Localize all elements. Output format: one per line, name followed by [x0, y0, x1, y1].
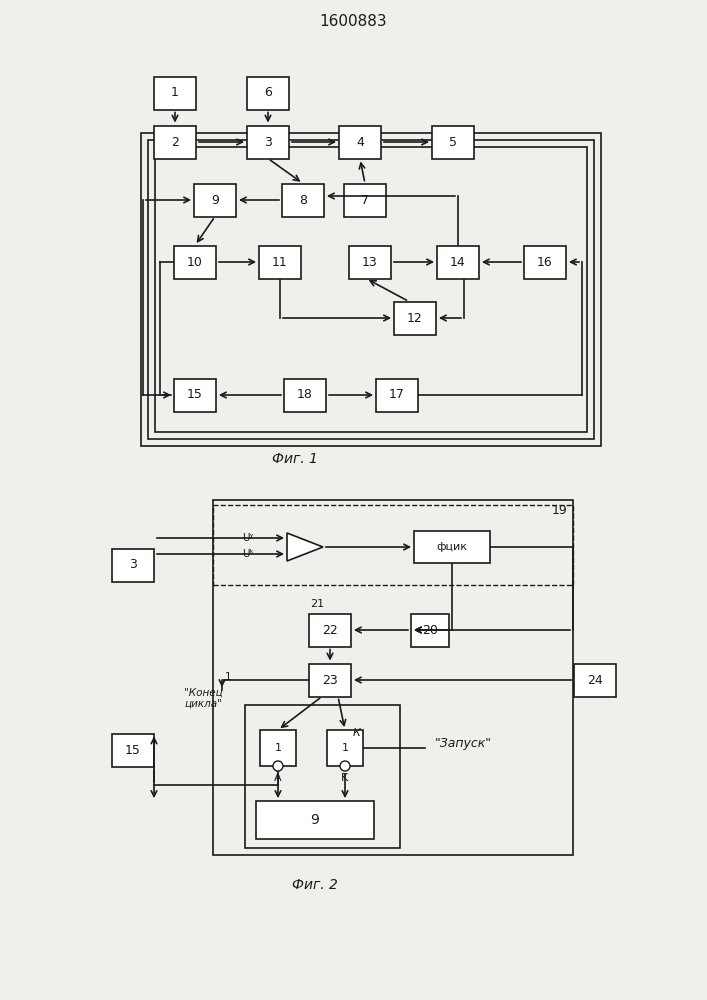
Text: Uᵡ: Uᵡ [243, 533, 254, 543]
Bar [574, 664, 616, 696]
Circle shape [273, 761, 283, 771]
Text: K̄: K̄ [341, 773, 349, 783]
Text: 9: 9 [211, 194, 219, 207]
Bar [260, 730, 296, 766]
Text: "Конец
цикла": "Конец цикла" [184, 687, 223, 709]
Text: 12: 12 [407, 312, 423, 324]
Text: 7: 7 [361, 194, 369, 207]
Bar [394, 302, 436, 334]
Text: 1600883: 1600883 [319, 14, 387, 29]
Text: 16: 16 [537, 255, 553, 268]
Text: 14: 14 [450, 255, 466, 268]
Text: 24: 24 [587, 674, 603, 686]
Bar [414, 531, 490, 563]
Bar [174, 378, 216, 412]
Bar [154, 77, 196, 109]
Text: 1: 1 [341, 743, 349, 753]
Text: 22: 22 [322, 624, 338, 637]
Text: Uᵏ: Uᵏ [242, 549, 254, 559]
Bar [259, 245, 301, 278]
Bar [213, 500, 573, 855]
Text: 10: 10 [187, 255, 203, 268]
Bar [309, 664, 351, 696]
Circle shape [340, 761, 350, 771]
Bar [376, 378, 418, 412]
Text: фцик: фцик [436, 542, 467, 552]
Text: 20: 20 [422, 624, 438, 637]
Text: 18: 18 [297, 388, 313, 401]
Text: К: К [353, 728, 361, 738]
Text: Фиг. 2: Фиг. 2 [292, 878, 338, 892]
Text: Фиг. 1: Фиг. 1 [272, 452, 318, 466]
Bar [524, 245, 566, 278]
Bar [148, 140, 594, 439]
Text: 1: 1 [225, 672, 231, 682]
Text: 2: 2 [171, 135, 179, 148]
Text: 17: 17 [389, 388, 405, 401]
Text: 3: 3 [264, 135, 272, 148]
Bar [112, 548, 154, 582]
Text: 5: 5 [449, 135, 457, 148]
Bar [282, 184, 324, 217]
Text: 15: 15 [125, 744, 141, 756]
Bar [256, 801, 374, 839]
Text: 21: 21 [310, 599, 324, 609]
Text: 9: 9 [310, 813, 320, 827]
Text: 6: 6 [264, 87, 272, 100]
Bar [155, 147, 587, 432]
Polygon shape [287, 533, 323, 561]
Bar [213, 505, 573, 585]
Text: 19: 19 [552, 504, 568, 516]
Text: 15: 15 [187, 388, 203, 401]
Text: 4: 4 [356, 135, 364, 148]
Bar [432, 125, 474, 158]
Bar [245, 705, 400, 848]
Text: 8: 8 [299, 194, 307, 207]
Bar [411, 613, 449, 647]
Text: Ā: Ā [274, 773, 282, 783]
Bar [112, 734, 154, 766]
Bar [174, 245, 216, 278]
Text: 1: 1 [274, 743, 281, 753]
Text: 3: 3 [129, 558, 137, 572]
Text: 23: 23 [322, 674, 338, 686]
Bar [339, 125, 381, 158]
Bar [327, 730, 363, 766]
Bar [154, 125, 196, 158]
Bar [247, 125, 289, 158]
Text: 13: 13 [362, 255, 378, 268]
Text: "Запуск": "Запуск" [435, 736, 491, 750]
Bar [284, 378, 326, 412]
Bar [194, 184, 236, 217]
Text: 1: 1 [171, 87, 179, 100]
Bar [344, 184, 386, 217]
Bar [247, 77, 289, 109]
Bar [349, 245, 391, 278]
Bar [437, 245, 479, 278]
Text: 11: 11 [272, 255, 288, 268]
Bar [309, 613, 351, 647]
Bar [141, 133, 601, 446]
